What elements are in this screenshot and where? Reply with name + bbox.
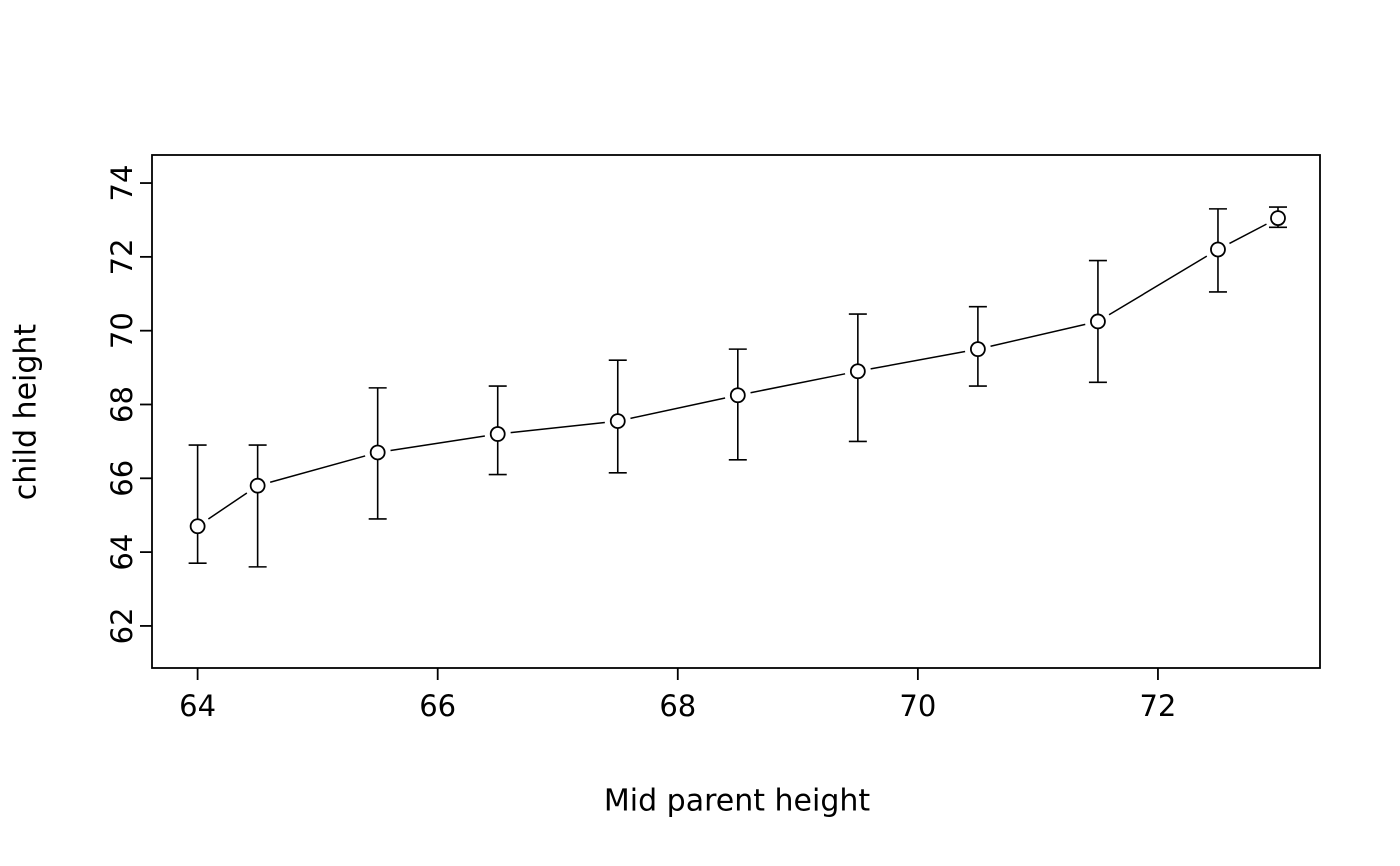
x-tick-label: 68 [659,689,696,723]
connecting-segment [750,373,846,394]
y-axis-label: child height [8,323,44,501]
connecting-segment [990,323,1086,347]
data-point [969,341,986,358]
x-tick-label: 72 [1139,689,1176,723]
connecting-segment [630,397,726,420]
data-point [369,444,386,461]
data-point [729,387,746,404]
data-point [489,426,506,442]
data-point [1090,313,1106,330]
data-point [609,413,626,429]
y-tick-label: 62 [105,607,139,644]
y-tick-label: 72 [105,238,139,275]
x-tick-label: 66 [419,689,456,723]
x-tick-label: 70 [899,689,936,723]
connecting-segment [1229,223,1267,245]
connecting-segment [510,421,605,434]
y-tick-label: 64 [105,534,139,571]
y-tick-label: 68 [105,386,139,423]
y-tick-label: 66 [105,460,139,497]
connecting-segment [207,492,248,520]
connecting-segment [390,435,485,452]
data-point [249,477,266,494]
data-point [849,363,866,380]
connecting-segment [1108,255,1208,316]
x-tick-label: 64 [179,689,216,723]
y-tick-label: 74 [105,165,139,202]
data-point [189,518,206,535]
plot-box [151,154,1321,669]
data-point [1270,210,1286,227]
data-point [1210,241,1226,258]
connecting-segment [870,350,966,370]
x-axis-label: Mid parent height [603,783,871,819]
connecting-segment [269,455,366,483]
y-tick-label: 70 [105,312,139,349]
